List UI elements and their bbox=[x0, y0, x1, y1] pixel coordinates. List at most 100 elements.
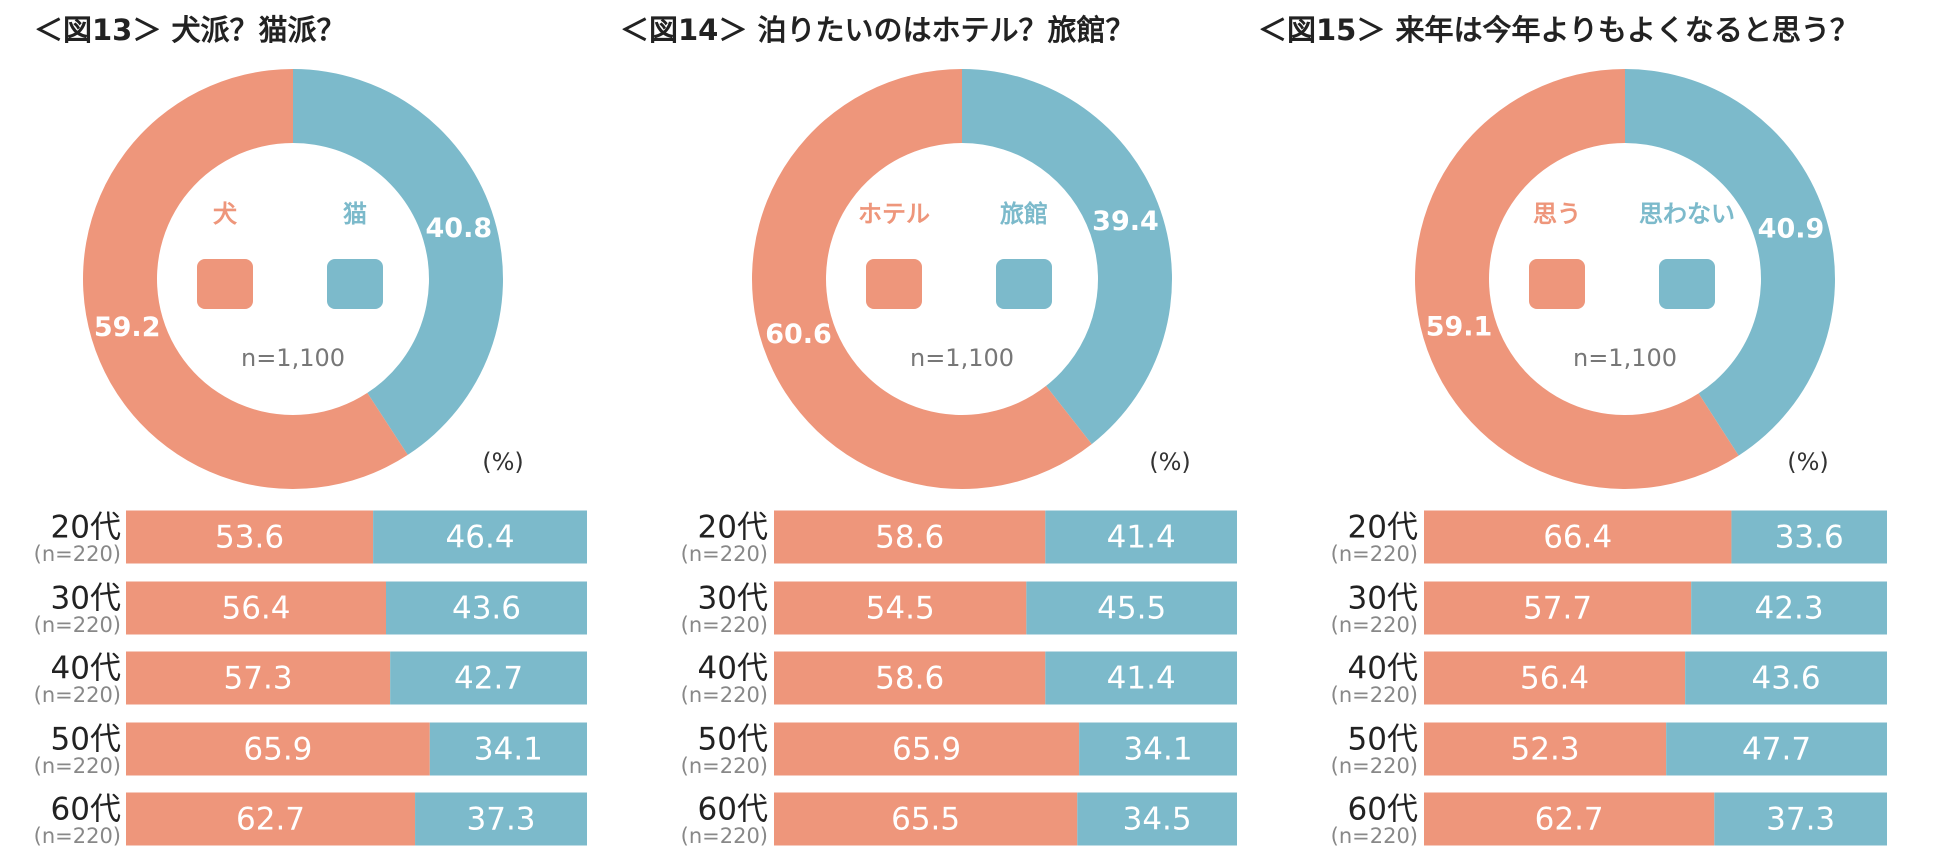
icon bbox=[1659, 259, 1715, 309]
segment-label: 39.4 bbox=[1092, 206, 1159, 237]
bar-label: 58.6 bbox=[875, 520, 944, 556]
bar-label: 54.5 bbox=[866, 591, 935, 627]
age-label: 50代 bbox=[51, 722, 121, 758]
sample-label: (n=220) bbox=[1331, 613, 1418, 637]
sample-label: (n=220) bbox=[34, 824, 121, 848]
icon bbox=[996, 259, 1052, 309]
sample-label: (n=220) bbox=[34, 613, 121, 637]
bar-segment bbox=[126, 792, 416, 846]
bar-label: 65.9 bbox=[892, 732, 961, 768]
bar-segment bbox=[1424, 722, 1667, 776]
sample-label: (n=220) bbox=[1331, 754, 1418, 778]
bar-label: 43.6 bbox=[1752, 661, 1821, 697]
age-label: 30代 bbox=[51, 581, 121, 617]
segment-label: 59.1 bbox=[1426, 311, 1493, 342]
age-label: 30代 bbox=[1348, 581, 1418, 617]
age-label: 40代 bbox=[51, 651, 121, 687]
category-label: ホテル bbox=[858, 200, 930, 228]
bar-segment bbox=[415, 792, 587, 846]
sample-label: (n=220) bbox=[1331, 683, 1418, 707]
sample-label: (n=220) bbox=[34, 754, 121, 778]
bar-segment bbox=[1026, 581, 1237, 635]
sample-label: (n=220) bbox=[34, 542, 121, 566]
age-label: 20代 bbox=[51, 510, 121, 546]
bar-label: 41.4 bbox=[1107, 661, 1176, 697]
bar-segment bbox=[1077, 792, 1237, 846]
age-label: 60代 bbox=[1348, 792, 1418, 828]
bar-segment bbox=[774, 510, 1046, 564]
segment-label: 40.8 bbox=[426, 213, 493, 244]
bar-label: 52.3 bbox=[1511, 732, 1580, 768]
bar-label: 33.6 bbox=[1775, 520, 1844, 556]
donut-segment bbox=[1415, 69, 1739, 489]
age-label: 40代 bbox=[1348, 651, 1418, 687]
bar-label: 41.4 bbox=[1107, 520, 1176, 556]
sample-size: n=1,100 bbox=[241, 344, 345, 372]
age-label: 60代 bbox=[51, 792, 121, 828]
bar-label: 42.7 bbox=[454, 661, 523, 697]
chart-title: ＜図13＞ 犬派？猫派？ bbox=[34, 13, 345, 47]
unit-label: (%) bbox=[482, 448, 524, 476]
sample-size: n=1,100 bbox=[1573, 344, 1677, 372]
bar-segment bbox=[774, 792, 1078, 846]
bar-segment bbox=[1424, 792, 1715, 846]
bar-segment bbox=[126, 581, 387, 635]
bar-label: 42.3 bbox=[1755, 591, 1824, 627]
age-label: 60代 bbox=[698, 792, 768, 828]
bar-segment bbox=[774, 581, 1027, 635]
icon bbox=[197, 259, 253, 309]
bar-segment bbox=[1666, 722, 1887, 776]
sample-size: n=1,100 bbox=[910, 344, 1014, 372]
bar-label: 34.1 bbox=[1124, 732, 1193, 768]
sample-label: (n=220) bbox=[681, 824, 768, 848]
bar-label: 62.7 bbox=[236, 802, 305, 838]
sample-label: (n=220) bbox=[681, 683, 768, 707]
bar-segment bbox=[429, 722, 587, 776]
age-label: 50代 bbox=[698, 722, 768, 758]
bar-segment bbox=[1424, 651, 1686, 705]
bar-label: 62.7 bbox=[1535, 802, 1604, 838]
bar-label: 37.3 bbox=[1766, 802, 1835, 838]
bar-label: 46.4 bbox=[446, 520, 515, 556]
age-label: 20代 bbox=[698, 510, 768, 546]
bar-label: 53.6 bbox=[215, 520, 284, 556]
bar-label: 34.1 bbox=[474, 732, 543, 768]
bar-segment bbox=[1714, 792, 1887, 846]
sample-label: (n=220) bbox=[34, 683, 121, 707]
bar-label: 65.9 bbox=[243, 732, 312, 768]
bar-segment bbox=[126, 651, 391, 705]
donut-segment bbox=[962, 69, 1172, 445]
age-label: 50代 bbox=[1348, 722, 1418, 758]
sample-label: (n=220) bbox=[1331, 542, 1418, 566]
segment-label: 60.6 bbox=[765, 319, 832, 350]
bar-label: 65.5 bbox=[891, 802, 960, 838]
sample-label: (n=220) bbox=[681, 542, 768, 566]
bar-segment bbox=[1045, 510, 1237, 564]
bar-segment bbox=[1424, 581, 1692, 635]
bar-label: 56.4 bbox=[1520, 661, 1589, 697]
category-label: 思わない bbox=[1639, 200, 1735, 228]
bar-label: 57.3 bbox=[224, 661, 293, 697]
donut-segment bbox=[83, 69, 408, 489]
age-label: 30代 bbox=[698, 581, 768, 617]
bar-segment bbox=[1045, 651, 1237, 705]
bar-label: 34.5 bbox=[1123, 802, 1192, 838]
chart-title: ＜図15＞ 来年は今年よりもよくなると思う？ bbox=[1258, 13, 1859, 47]
bar-label: 45.5 bbox=[1097, 591, 1166, 627]
icon bbox=[1529, 259, 1585, 309]
bar-label: 57.7 bbox=[1523, 591, 1592, 627]
sample-label: (n=220) bbox=[681, 754, 768, 778]
bar-label: 66.4 bbox=[1543, 520, 1612, 556]
chart-title: ＜図14＞ 泊りたいのはホテル？旅館？ bbox=[620, 13, 1134, 47]
icon bbox=[327, 259, 383, 309]
bar-segment bbox=[1685, 651, 1887, 705]
sample-label: (n=220) bbox=[1331, 824, 1418, 848]
bar-segment bbox=[774, 651, 1046, 705]
age-label: 20代 bbox=[1348, 510, 1418, 546]
segment-label: 40.9 bbox=[1758, 214, 1825, 245]
bar-segment bbox=[1424, 510, 1732, 564]
bar-segment bbox=[774, 722, 1080, 776]
category-label: 旅館 bbox=[1000, 200, 1048, 228]
bar-segment bbox=[373, 510, 587, 564]
